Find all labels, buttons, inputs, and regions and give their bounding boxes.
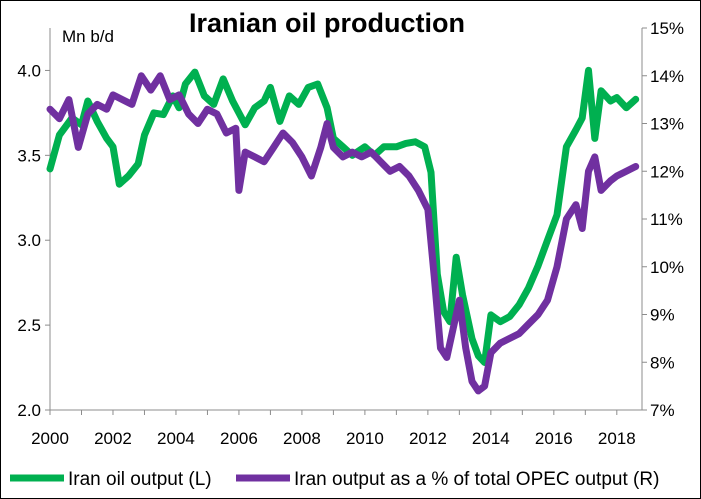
series-line-opec-share [46,72,640,395]
x-tick-label: 2008 [283,429,321,448]
x-tick-label: 2016 [535,429,573,448]
chart-title: Iranian oil production [189,8,465,38]
right-tick-label: 12% [650,162,684,181]
x-tick-label: 2018 [598,429,636,448]
left-tick-label: 2.0 [17,401,41,420]
x-tick-label: 2006 [220,429,258,448]
left-tick-label: 2.5 [17,316,41,335]
legend: Iran oil output (L) Iran output as a % o… [10,469,659,490]
right-tick-label: 13% [650,115,684,134]
legend-label-iran-oil-output: Iran oil output (L) [68,469,212,490]
x-tick-label: 2000 [31,429,69,448]
right-tick-label: 10% [650,258,684,277]
x-tick-label: 2010 [346,429,384,448]
left-axis-ticks: 2.0 2.5 3.0 3.5 4.0 [17,61,50,420]
right-tick-label: 14% [650,67,684,86]
x-axis-ticks: 2000 2002 2004 2006 2008 2010 2012 2014 2016 2018 [31,410,636,448]
right-tick-label: 7% [650,401,675,420]
x-tick-label: 2014 [472,429,510,448]
right-tick-label: 11% [650,210,683,229]
legend-label-opec-share: Iran output as a % of total OPEC output … [294,469,659,490]
right-tick-label: 15% [650,19,684,38]
right-tick-label: 8% [650,353,675,372]
left-tick-label: 3.5 [17,146,41,165]
left-axis-unit: Mn b/d [62,27,114,46]
left-tick-label: 4.0 [17,61,41,80]
left-tick-label: 3.0 [17,231,41,250]
series-lines [46,66,640,395]
x-tick-label: 2004 [157,429,195,448]
x-tick-label: 2012 [409,429,447,448]
series-line-iran-oil-output [46,66,640,366]
right-axis-ticks: 7% 8% 9% 10% 11% 12% 13% 14% 15% [642,19,684,420]
right-tick-label: 9% [650,306,675,325]
x-tick-label: 2002 [94,429,132,448]
